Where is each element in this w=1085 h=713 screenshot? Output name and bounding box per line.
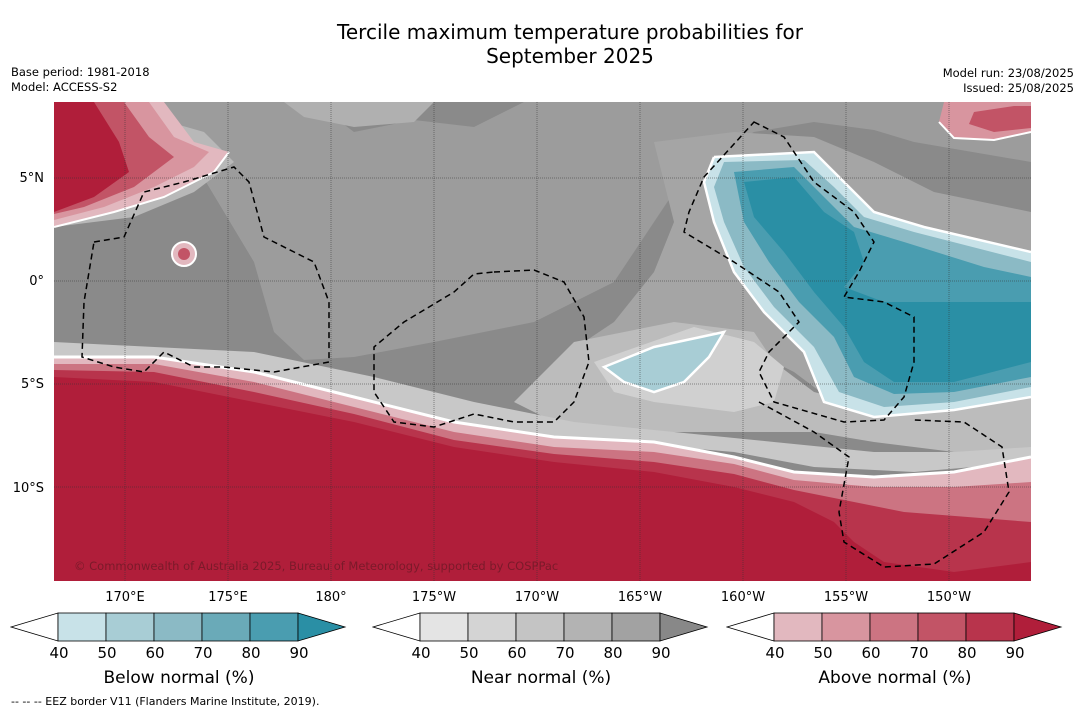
- colorbar-near-normal-title: Near normal (%): [470, 668, 612, 688]
- lon-label-170e: 170°E: [105, 590, 145, 605]
- tick-label: 50: [97, 644, 117, 662]
- tick-label: 40: [411, 644, 431, 662]
- graticule: [54, 102, 1031, 581]
- above-normal-top-left: [54, 102, 230, 228]
- eez-borders: [81, 121, 1010, 568]
- tick-label: 70: [555, 644, 575, 662]
- colorbar-above-normal: [726, 612, 1063, 642]
- above-normal-top-right: [938, 102, 1031, 142]
- below-normal-small-patch: [601, 330, 727, 394]
- lon-label-170w: 170°W: [514, 590, 560, 605]
- above-normal-island-spot: [171, 241, 197, 267]
- tick-label: 40: [765, 644, 785, 662]
- tick-label: 70: [909, 644, 929, 662]
- colorbar-above-normal-title: Above normal (%): [818, 668, 972, 688]
- tick-label: 90: [651, 644, 671, 662]
- tick-label: 60: [861, 644, 881, 662]
- colorbar-segment: [153, 612, 203, 642]
- lon-label-180: 180°: [315, 590, 347, 605]
- colorbar-segment: [965, 612, 1015, 642]
- issued-date: Issued: 25/08/2025: [963, 81, 1074, 95]
- tick-label: 50: [813, 644, 833, 662]
- colorbar-segment: [869, 612, 919, 642]
- colorbar-extend-high: [297, 612, 347, 642]
- lon-label-175w: 175°W: [411, 590, 457, 605]
- colorbar-segment: [105, 612, 155, 642]
- colorbar-segment: [515, 612, 565, 642]
- colorbar-segment: [57, 612, 107, 642]
- lon-label-175e: 175°E: [208, 590, 248, 605]
- colorbar-segment: [201, 612, 251, 642]
- tick-label: 80: [957, 644, 977, 662]
- title-line-2: September 2025: [486, 44, 654, 68]
- lat-label-10s: 10°S: [12, 481, 44, 496]
- colorbar-segment: [917, 612, 967, 642]
- tick-label: 60: [507, 644, 527, 662]
- lat-label-5s: 5°S: [20, 377, 44, 392]
- colorbar-segment: [611, 612, 661, 642]
- lon-label-155w: 155°W: [823, 590, 869, 605]
- meta-left: Base period: 1981-2018 Model: ACCESS-S2: [11, 65, 150, 95]
- colorbar-segment: [773, 612, 823, 642]
- colorbar-extend-low: [726, 612, 775, 642]
- colorbar-segment: [249, 612, 299, 642]
- colorbar-below-normal-title: Below normal (%): [103, 668, 255, 688]
- colorbar-below-normal: [10, 612, 347, 642]
- tick-label: 60: [145, 644, 165, 662]
- tick-label: 80: [603, 644, 623, 662]
- base-period: Base period: 1981-2018: [11, 65, 150, 79]
- eez-footnote: -- -- -- EEZ border V11 (Flanders Marine…: [11, 695, 320, 708]
- lat-label-0: 0°: [29, 274, 44, 289]
- colorbar-extend-high: [659, 612, 709, 642]
- colorbar-near-normal: [372, 612, 709, 642]
- copyright-text: © Commonwealth of Australia 2025, Bureau…: [74, 559, 558, 573]
- colorbar-extend-low: [10, 612, 59, 642]
- colorbar-segment: [467, 612, 517, 642]
- colorbar-extend-high: [1013, 612, 1063, 642]
- model-run: Model run: 23/08/2025: [942, 66, 1074, 80]
- title-line-1: Tercile maximum temperature probabilitie…: [337, 20, 803, 44]
- lon-label-150w: 150°W: [926, 590, 972, 605]
- lon-label-160w: 160°W: [720, 590, 766, 605]
- tick-label: 40: [49, 644, 69, 662]
- above-normal-south-band: [54, 355, 1031, 581]
- lon-label-165w: 165°W: [617, 590, 663, 605]
- colorbar-segment: [419, 612, 469, 642]
- map-title: Tercile maximum temperature probabilitie…: [0, 20, 1085, 68]
- tick-label: 80: [241, 644, 261, 662]
- colorbar-segment: [821, 612, 871, 642]
- tick-label: 50: [459, 644, 479, 662]
- meta-right: Model run: 23/08/2025 Issued: 25/08/2025: [943, 66, 1074, 96]
- colorbar-extend-low: [372, 612, 421, 642]
- colorbar-segment: [563, 612, 613, 642]
- tick-label: 70: [193, 644, 213, 662]
- model-name: Model: ACCESS-S2: [11, 80, 118, 94]
- tick-label: 90: [289, 644, 309, 662]
- probability-map: © Commonwealth of Australia 2025, Bureau…: [54, 102, 1031, 581]
- lat-label-5n: 5°N: [19, 171, 45, 186]
- tick-label: 90: [1005, 644, 1025, 662]
